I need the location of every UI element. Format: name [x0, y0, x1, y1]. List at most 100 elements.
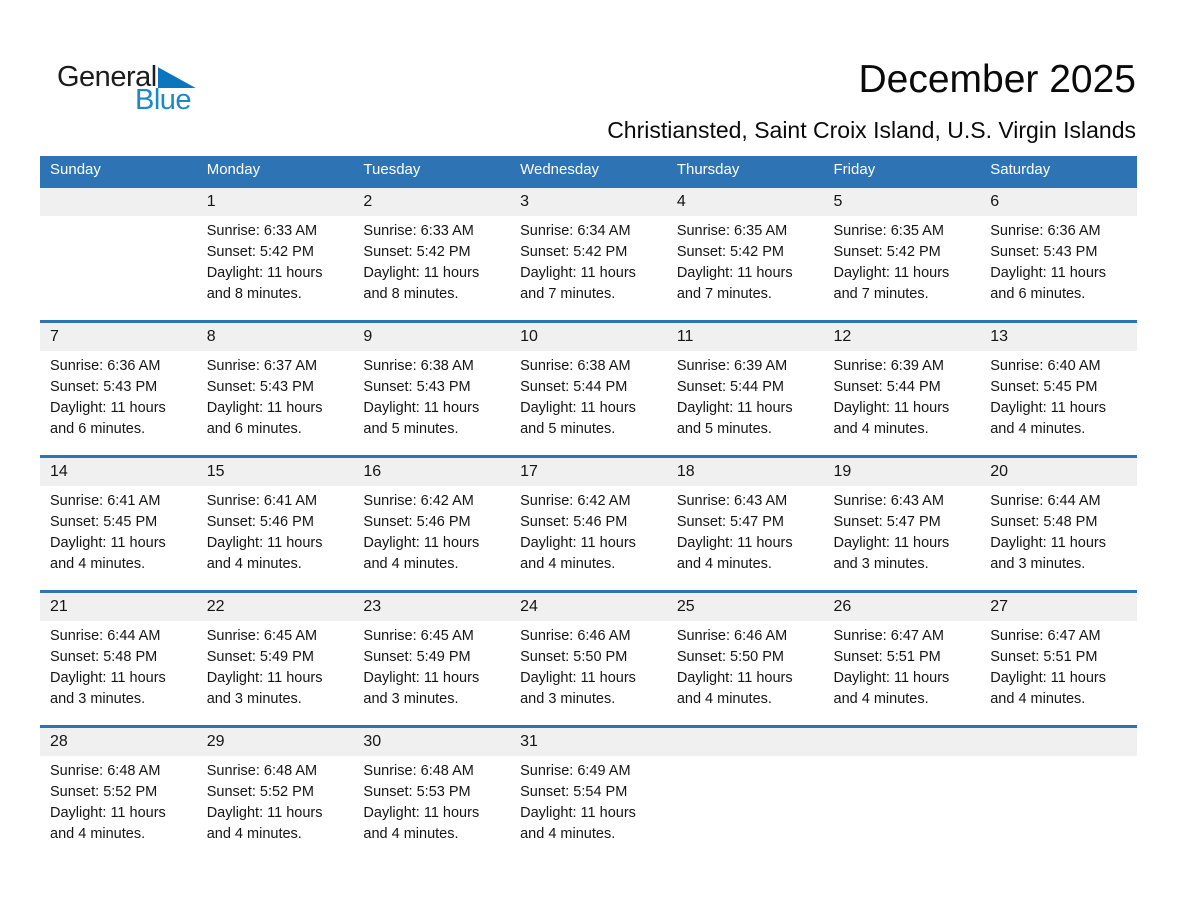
daylight-line-2: and 4 minutes. — [50, 825, 146, 842]
day-cell: 9 Sunrise: 6:38 AM Sunset: 5:43 PM Daylight… — [353, 319, 511, 456]
day-number: 6 — [980, 187, 1137, 216]
calendar-table: Sunday Monday Tuesday Wednesday Thursday Frid… — [40, 156, 1137, 860]
sunrise-line: Sunrise: 6:37 AM — [206, 357, 318, 374]
sunrise-line: Sunrise: 6:46 AM — [520, 627, 631, 644]
week-row: 14 Sunrise: 6:41 AM Sunset: 5:45 PM Dayligh… — [40, 454, 1137, 591]
sunset-line: Sunset: 5:44 PM — [676, 378, 785, 395]
daylight-line-1: Daylight: 11 hours — [206, 264, 323, 281]
sunset-line: Sunset: 5:53 PM — [363, 783, 471, 800]
day-number: 26 — [823, 592, 981, 621]
sunrise-line: Sunrise: 6:49 AM — [520, 762, 631, 779]
day-number: 3 — [510, 187, 667, 216]
day-details: Sunrise: 6:47 AM Sunset: 5:51 PM Daylight:… — [980, 620, 1137, 725]
day-number: 10 — [510, 322, 667, 351]
sunset-line: Sunset: 5:46 PM — [363, 513, 471, 530]
daylight-line-1: Daylight: 11 hours — [363, 399, 480, 416]
day-details: Sunrise: 6:39 AM Sunset: 5:44 PM Daylight:… — [823, 350, 981, 455]
weekday-header-sunday: Sunday — [40, 156, 197, 186]
sunrise-line: Sunrise: 6:47 AM — [990, 627, 1101, 644]
daylight-line-1: Daylight: 11 hours — [206, 534, 323, 551]
day-number: 9 — [353, 322, 511, 351]
day-cell: 29 Sunrise: 6:48 AM Sunset: 5:52 PM Dayligh… — [196, 724, 354, 860]
day-details: Sunrise: 6:43 AM Sunset: 5:47 PM Daylight:… — [823, 485, 981, 590]
sunrise-line: Sunrise: 6:35 AM — [833, 222, 944, 239]
weekday-header-tuesday: Tuesday — [353, 156, 511, 186]
daylight-line-2: and 4 minutes. — [833, 420, 929, 437]
sunset-line: Sunset: 5:48 PM — [50, 648, 158, 665]
day-number: 14 — [40, 457, 197, 486]
weekday-header-monday: Monday — [196, 156, 354, 186]
day-cell: 10 Sunrise: 6:38 AM Sunset: 5:44 PM Dayligh… — [510, 319, 667, 456]
daylight-line-2: and 4 minutes. — [676, 690, 772, 707]
day-cell: 19 Sunrise: 6:43 AM Sunset: 5:47 PM Dayligh… — [823, 454, 981, 591]
day-number: 21 — [40, 592, 197, 621]
sunset-line: Sunset: 5:43 PM — [990, 243, 1098, 260]
day-details: Sunrise: 6:35 AM Sunset: 5:42 PM Daylight:… — [823, 215, 981, 320]
header-titles: December 2025 Christiansted, Saint Croix… — [607, 58, 1136, 143]
day-number: 22 — [196, 592, 354, 621]
sunset-line: Sunset: 5:42 PM — [206, 243, 314, 260]
day-cell: 5 Sunrise: 6:35 AM Sunset: 5:42 PM Daylight… — [823, 184, 981, 321]
daylight-line-1: Daylight: 11 hours — [206, 804, 323, 821]
day-details: Sunrise: 6:40 AM Sunset: 5:45 PM Daylight:… — [980, 350, 1137, 455]
sunrise-line: Sunrise: 6:34 AM — [520, 222, 631, 239]
sunset-line: Sunset: 5:49 PM — [363, 648, 471, 665]
day-details: Sunrise: 6:47 AM Sunset: 5:51 PM Daylight:… — [823, 620, 981, 725]
day-details: Sunrise: 6:45 AM Sunset: 5:49 PM Daylight:… — [353, 620, 511, 725]
daylight-line-2: and 7 minutes. — [676, 285, 772, 302]
daylight-line-1: Daylight: 11 hours — [50, 399, 166, 416]
sunrise-line: Sunrise: 6:45 AM — [206, 627, 318, 644]
daylight-line-2: and 8 minutes. — [363, 285, 459, 302]
day-cell: 15 Sunrise: 6:41 AM Sunset: 5:46 PM Dayligh… — [196, 454, 354, 591]
day-number: 20 — [980, 457, 1137, 486]
daylight-line-2: and 3 minutes. — [990, 555, 1086, 572]
empty-day-cell — [823, 724, 981, 860]
day-cell: 21 Sunrise: 6:44 AM Sunset: 5:48 PM Dayligh… — [40, 589, 197, 726]
sunset-line: Sunset: 5:51 PM — [833, 648, 941, 665]
day-cell: 26 Sunrise: 6:47 AM Sunset: 5:51 PM Dayligh… — [823, 589, 981, 726]
sunset-line: Sunset: 5:42 PM — [833, 243, 941, 260]
daylight-line-2: and 5 minutes. — [676, 420, 772, 437]
day-details: Sunrise: 6:42 AM Sunset: 5:46 PM Daylight:… — [510, 485, 667, 590]
sunset-line: Sunset: 5:54 PM — [520, 783, 628, 800]
sunset-line: Sunset: 5:50 PM — [676, 648, 785, 665]
sunrise-line: Sunrise: 6:41 AM — [206, 492, 318, 509]
week-row: 28 Sunrise: 6:48 AM Sunset: 5:52 PM Dayligh… — [40, 724, 1137, 860]
day-number-empty — [980, 727, 1137, 756]
day-cell: 28 Sunrise: 6:48 AM Sunset: 5:52 PM Dayligh… — [40, 724, 197, 860]
daylight-line-1: Daylight: 11 hours — [363, 264, 480, 281]
day-number-empty — [666, 727, 824, 756]
general-blue-logo: General Blue — [57, 62, 196, 115]
day-cell: 25 Sunrise: 6:46 AM Sunset: 5:50 PM Dayligh… — [666, 589, 824, 726]
daylight-line-2: and 7 minutes. — [833, 285, 929, 302]
day-details: Sunrise: 6:48 AM Sunset: 5:52 PM Daylight:… — [40, 755, 197, 860]
week-row: 1 Sunrise: 6:33 AM Sunset: 5:42 PM Daylight… — [40, 184, 1137, 321]
sunset-line: Sunset: 5:43 PM — [206, 378, 314, 395]
sunrise-line: Sunrise: 6:43 AM — [676, 492, 788, 509]
sunrise-line: Sunrise: 6:46 AM — [676, 627, 788, 644]
daylight-line-2: and 4 minutes. — [206, 555, 302, 572]
day-number: 19 — [823, 457, 981, 486]
sunrise-line: Sunrise: 6:45 AM — [363, 627, 474, 644]
daylight-line-2: and 6 minutes. — [990, 285, 1086, 302]
day-cell: 1 Sunrise: 6:33 AM Sunset: 5:42 PM Daylight… — [196, 184, 354, 321]
sunset-line: Sunset: 5:43 PM — [50, 378, 158, 395]
day-number: 8 — [196, 322, 354, 351]
empty-day-cell — [666, 724, 824, 860]
daylight-line-2: and 4 minutes. — [363, 825, 459, 842]
week-row: 21 Sunrise: 6:44 AM Sunset: 5:48 PM Dayligh… — [40, 589, 1137, 726]
daylight-line-2: and 4 minutes. — [520, 825, 616, 842]
day-cell: 24 Sunrise: 6:46 AM Sunset: 5:50 PM Dayligh… — [510, 589, 667, 726]
sunrise-line: Sunrise: 6:33 AM — [206, 222, 318, 239]
day-cell: 31 Sunrise: 6:49 AM Sunset: 5:54 PM Dayligh… — [510, 724, 667, 860]
weekday-header-friday: Friday — [823, 156, 981, 186]
daylight-line-1: Daylight: 11 hours — [520, 669, 636, 686]
day-cell: 22 Sunrise: 6:45 AM Sunset: 5:49 PM Dayligh… — [196, 589, 354, 726]
daylight-line-1: Daylight: 11 hours — [206, 669, 323, 686]
day-details: Sunrise: 6:44 AM Sunset: 5:48 PM Daylight:… — [980, 485, 1137, 590]
day-details: Sunrise: 6:38 AM Sunset: 5:43 PM Daylight:… — [353, 350, 511, 455]
day-number: 30 — [353, 727, 511, 756]
day-cell: 20 Sunrise: 6:44 AM Sunset: 5:48 PM Dayligh… — [980, 454, 1137, 591]
sunset-line: Sunset: 5:47 PM — [676, 513, 785, 530]
